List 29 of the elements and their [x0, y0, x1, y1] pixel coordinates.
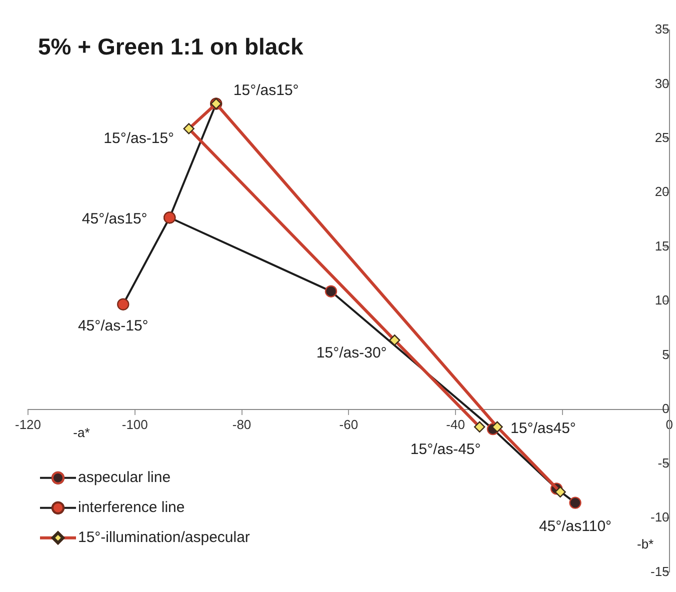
legend-label: aspecular line: [78, 469, 171, 486]
y-tick-label: -5: [658, 455, 670, 470]
x-axis-title: -a*: [73, 425, 90, 440]
annotation: 15°/as-45°: [410, 441, 481, 458]
y-tick-label: -15: [650, 564, 670, 579]
y-tick-label: 30: [654, 76, 670, 91]
y-tick-label: 5: [662, 346, 670, 362]
x-tick-label: -120: [14, 416, 42, 432]
y-tick-label: -10: [650, 510, 670, 525]
legend-label: interference line: [78, 499, 185, 516]
legend-label: 15°-illumination/aspecular: [78, 529, 250, 546]
annotation: 15°/as-30°: [316, 344, 387, 362]
y-axis-title: -b*: [636, 536, 654, 552]
x-tick-label: -40: [446, 416, 465, 432]
annotation: 45°/as-15°: [78, 317, 148, 334]
y-tick-label: 15: [654, 238, 670, 254]
annotation: 15°/as15°: [233, 82, 299, 99]
annotation: 45°/as110°: [538, 518, 612, 535]
x-tick-label: -100: [122, 416, 148, 432]
annotation: 45°/as15°: [82, 210, 148, 228]
x-tick-label: -80: [232, 416, 252, 432]
y-tick-label: 10: [654, 292, 670, 308]
y-tick-label: 35: [654, 22, 670, 37]
chart-title: 5% + Green 1:1 on black: [38, 33, 304, 60]
x-tick-label: -60: [339, 416, 358, 432]
y-tick-label: 20: [654, 184, 670, 200]
annotation: 15°/as45°: [510, 420, 576, 438]
y-tick-label: 25: [654, 130, 670, 146]
annotation: 15°/as-15°: [104, 130, 174, 147]
